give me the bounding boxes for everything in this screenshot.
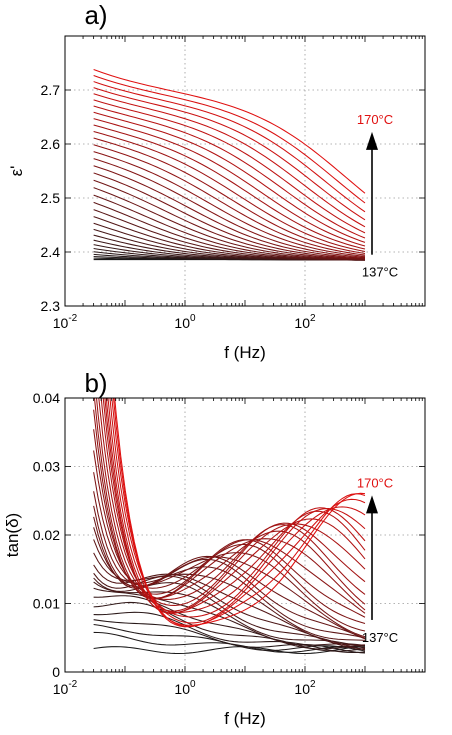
series-group	[93, 398, 366, 655]
series-line-140C	[93, 619, 366, 654]
annotation-high-temperature: 170°C	[357, 475, 393, 490]
series-line-156C	[93, 158, 366, 258]
series-line-165C	[93, 99, 366, 234]
x-tick-label: 102	[294, 679, 316, 697]
series-line-164C	[93, 105, 366, 239]
panel-label: b)	[84, 368, 107, 398]
series-line-166C	[107, 398, 366, 618]
series-line-163C	[93, 111, 366, 243]
series-line-156C	[93, 450, 366, 618]
x-tick-label: 100	[174, 679, 196, 697]
series-line-169C	[93, 75, 366, 204]
series-line-150C	[93, 201, 366, 261]
panel-label: a)	[84, 0, 107, 30]
series-line-164C	[104, 398, 366, 614]
x-tick-label: 10-2	[53, 313, 78, 331]
series-line-162C	[93, 118, 366, 247]
series-line-159C	[93, 137, 366, 254]
series-line-168C	[93, 81, 366, 213]
y-tick-label: 2.4	[41, 244, 61, 260]
y-axis-label: ε'	[7, 166, 26, 177]
panel-a-chart: 10-2 100 102 2.3 2.4 2.5 2.6 2.7 f (Hz) ε' a) 170°C…	[7, 0, 426, 362]
x-axis-label: f (Hz)	[224, 709, 266, 728]
x-axis-label: f (Hz)	[224, 343, 266, 362]
y-axis-label: tan(δ)	[3, 513, 22, 557]
x-tick-label: 102	[294, 313, 316, 331]
series-line-153C	[93, 179, 366, 260]
series-line-154C	[93, 172, 366, 260]
series-line-165C	[105, 398, 366, 613]
series-group	[93, 68, 366, 261]
y-tick-label: 0.04	[33, 390, 60, 406]
series-line-160C	[96, 398, 366, 600]
series-line-159C	[93, 398, 366, 605]
series-line-158C	[93, 144, 366, 256]
series-line-169C	[112, 398, 366, 628]
series-line-151C	[93, 194, 366, 261]
y-tick-label: 0.03	[33, 459, 60, 475]
y-tick-label: 2.3	[41, 298, 61, 314]
series-line-167C	[93, 87, 366, 221]
series-line-167C	[109, 398, 366, 624]
annotation-low-temperature: 137°C	[362, 630, 398, 645]
panel-b-chart: 10-2 100 102 0 0.01 0.02 0.03 0.04 f (Hz) tan(δ) b…	[3, 368, 426, 728]
arrow-head-icon	[366, 131, 378, 150]
series-line-170C	[114, 398, 366, 626]
series-line-161C	[93, 124, 366, 250]
y-tick-label: 0.02	[33, 527, 60, 543]
x-tick-label: 10-2	[53, 679, 78, 697]
series-line-155C	[93, 165, 366, 259]
series-line-170C	[93, 68, 366, 194]
series-line-144C	[93, 587, 366, 647]
series-line-152C	[93, 187, 366, 260]
annotation-low-temperature: 137°C	[362, 265, 398, 280]
series-line-142C	[93, 601, 366, 652]
series-line-166C	[93, 93, 366, 228]
series-line-137C	[93, 646, 366, 655]
series-line-143C	[93, 595, 366, 650]
series-line-160C	[93, 130, 366, 253]
y-tick-label: 2.6	[41, 136, 61, 152]
x-tick-label: 100	[174, 313, 196, 331]
series-line-158C	[93, 409, 366, 611]
y-tick-label: 0.01	[33, 596, 60, 612]
annotation-high-temperature: 170°C	[357, 112, 393, 127]
plot-area	[65, 36, 425, 306]
series-line-141C	[93, 611, 366, 654]
series-line-157C	[93, 429, 366, 614]
y-tick-label: 2.7	[41, 82, 61, 98]
series-line-157C	[93, 151, 366, 257]
arrow-head-icon	[366, 495, 378, 514]
y-tick-label: 0	[52, 664, 60, 680]
y-tick-label: 2.5	[41, 190, 61, 206]
